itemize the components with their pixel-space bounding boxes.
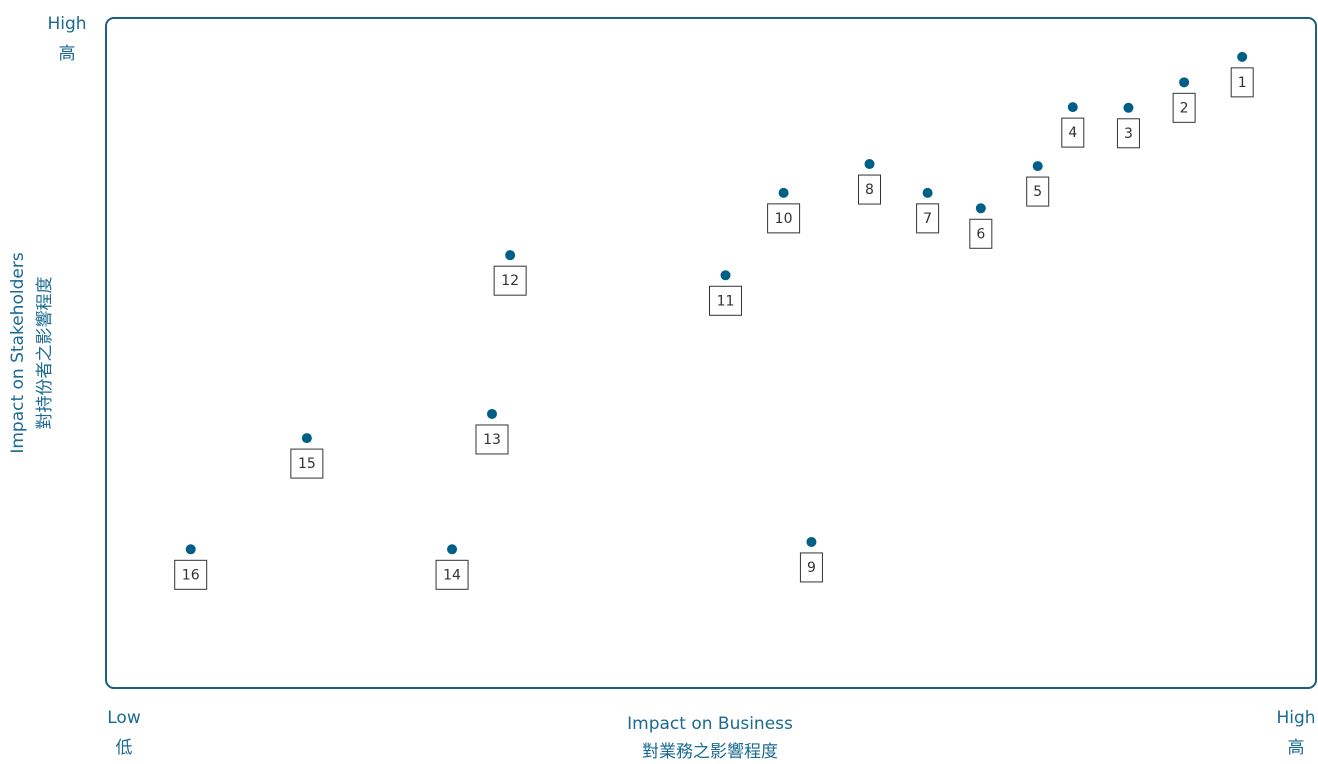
point <box>806 537 816 547</box>
point-label: 13 <box>483 432 501 448</box>
y-axis-title: Impact on Stakeholders <box>8 252 28 453</box>
point <box>186 544 196 554</box>
point <box>447 544 457 554</box>
point-label: 4 <box>1068 125 1077 141</box>
point <box>1123 103 1133 113</box>
point <box>865 159 875 169</box>
chart: High 高 Impact on Stakeholders 對持份者之影響程度 … <box>0 0 1318 764</box>
point <box>779 188 789 198</box>
x-low-label-zh: 低 <box>116 738 133 758</box>
point <box>976 203 986 213</box>
x-high-label: High <box>1276 708 1315 728</box>
point <box>721 270 731 280</box>
point-label: 10 <box>775 211 793 227</box>
point <box>505 250 515 260</box>
point <box>1179 77 1189 87</box>
point <box>302 433 312 443</box>
point-label: 15 <box>298 456 316 472</box>
x-high-label-zh: 高 <box>1288 738 1305 758</box>
point-label: 11 <box>717 293 735 309</box>
point-label: 8 <box>865 182 874 198</box>
x-axis-title-zh: 對業務之影響程度 <box>642 742 778 762</box>
y-high-label-zh: 高 <box>59 44 76 64</box>
point-label: 6 <box>976 226 985 242</box>
point <box>1237 52 1247 62</box>
point-label: 14 <box>443 567 461 583</box>
point-label: 1 <box>1238 75 1247 91</box>
x-axis-title: Impact on Business <box>627 714 793 734</box>
point-label: 16 <box>182 567 200 583</box>
point-label: 12 <box>501 273 519 289</box>
point-label: 3 <box>1124 126 1133 142</box>
point-label: 2 <box>1180 100 1189 116</box>
point <box>1033 161 1043 171</box>
point-label: 7 <box>923 211 932 227</box>
x-low-label: Low <box>107 708 141 728</box>
point <box>487 409 497 419</box>
point-label: 5 <box>1033 184 1042 200</box>
point <box>923 188 933 198</box>
point <box>1068 102 1078 112</box>
y-high-label: High <box>47 14 86 34</box>
point-label: 9 <box>807 560 816 576</box>
y-axis-title-zh: 對持份者之影響程度 <box>35 277 55 430</box>
